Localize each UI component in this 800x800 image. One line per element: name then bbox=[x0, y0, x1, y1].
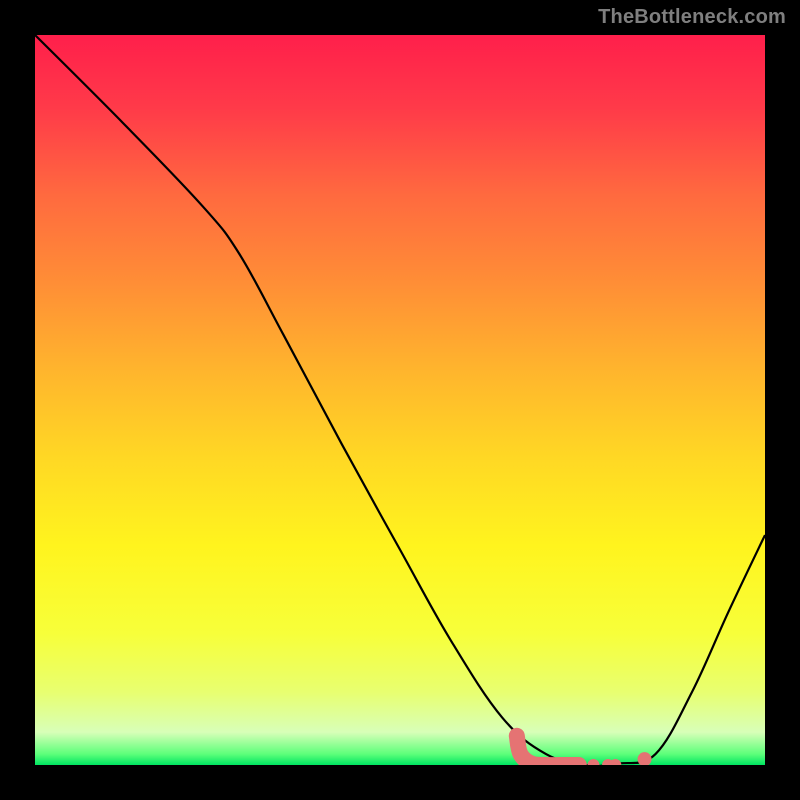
chart-stage: TheBottleneck.com bbox=[0, 0, 800, 800]
optimal-point-dot bbox=[638, 752, 652, 766]
plot-area bbox=[35, 35, 765, 771]
bottleneck-chart bbox=[0, 0, 800, 800]
